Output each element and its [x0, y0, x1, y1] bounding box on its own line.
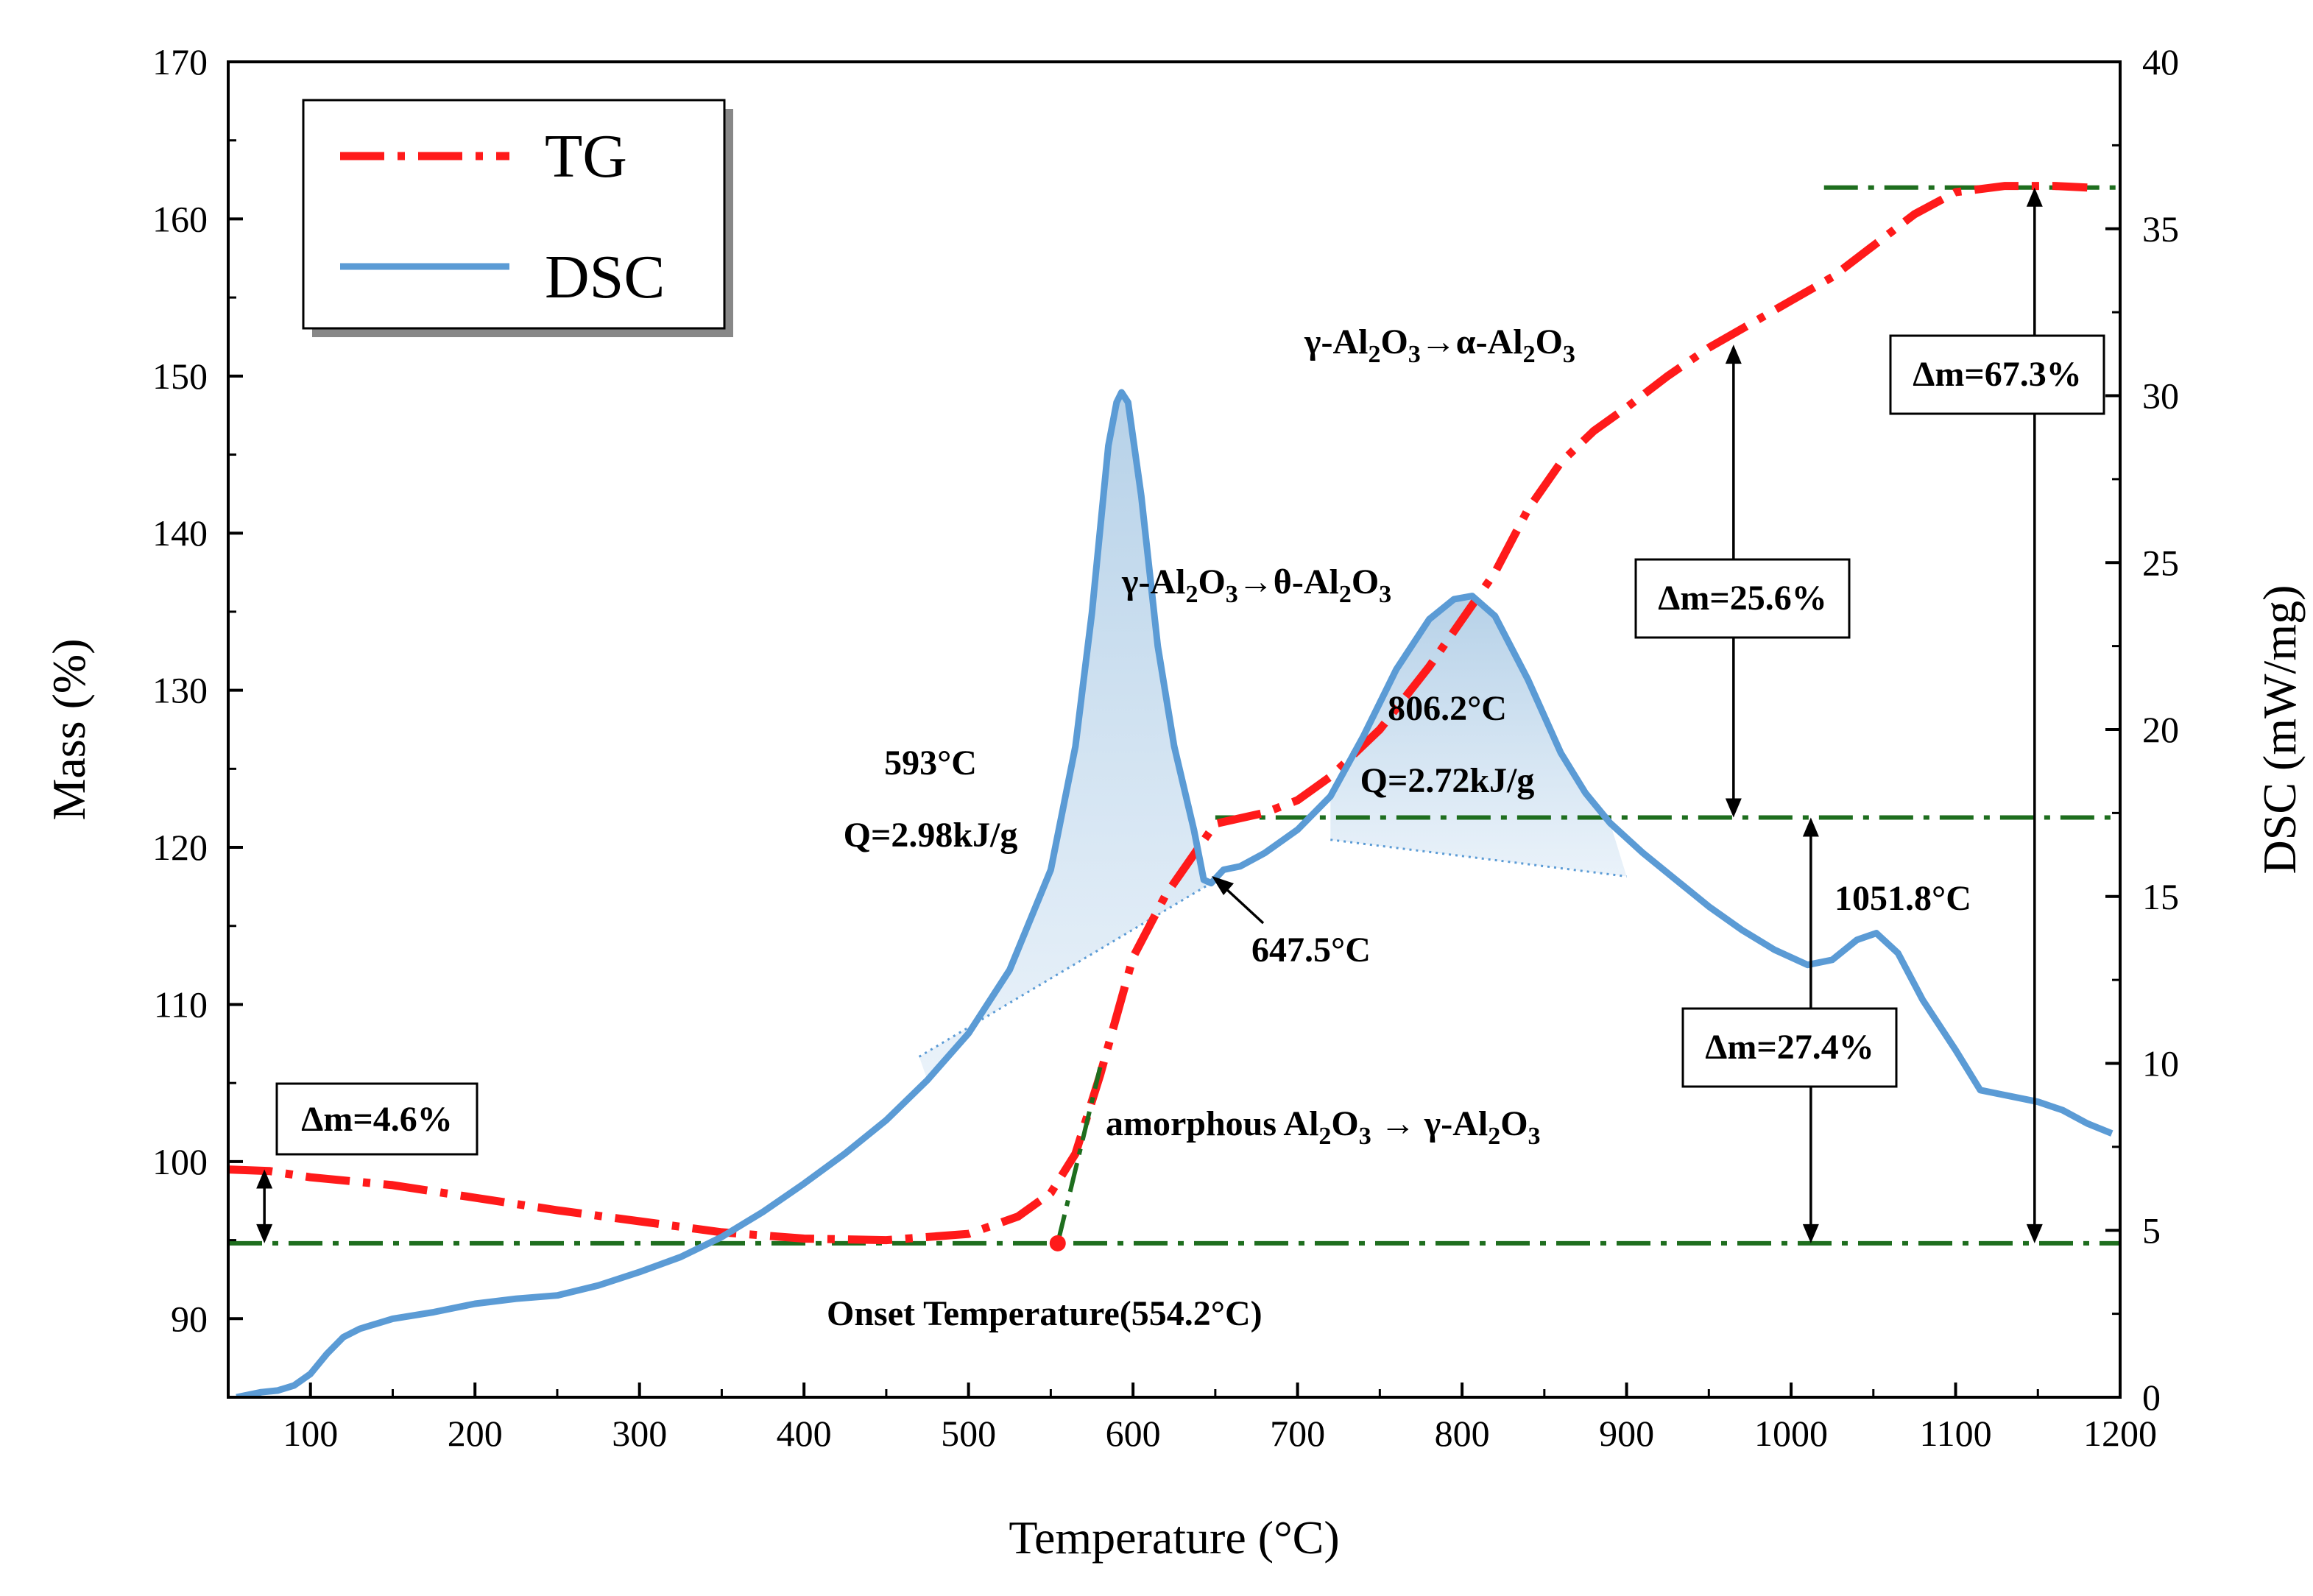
peak1-heat-label: Q=2.98kJ/g: [844, 816, 1018, 855]
y-right-tick-label: 10: [2142, 1043, 2179, 1084]
delta-arrow-head-up-2: [1802, 817, 1819, 837]
legend: TG DSC: [302, 99, 733, 337]
delta-arrow-head-up-0: [256, 1169, 273, 1189]
peak1-area: [919, 392, 1212, 1081]
svg-text:Δm=27.4%: Δm=27.4%: [1705, 1028, 1874, 1067]
delta-m-label-4-6: Δm=4.6%: [275, 1082, 479, 1156]
transition-gamma-theta: γ-Al2O3→θ-Al2O3: [1121, 562, 1391, 608]
legend-dsc-label: DSC: [545, 243, 665, 311]
shoulder-temp-label: 1051.8°C: [1834, 879, 1971, 918]
y-left-tick-label: 160: [152, 198, 208, 239]
delta-arrow-head-down-0: [256, 1224, 273, 1243]
transition-amorphous-gamma: amorphous Al2O3 → γ-Al2O3: [1106, 1104, 1541, 1150]
delta-m-label-25-6: Δm=25.6%: [1634, 558, 1851, 639]
y-left-tick-label: 110: [154, 984, 208, 1025]
y-axis-right-title: DSC (mW/mg): [2253, 585, 2306, 875]
x-tick-label: 500: [941, 1413, 996, 1454]
x-tick-label: 400: [777, 1413, 832, 1454]
delta-arrow-head-up-1: [1725, 345, 1742, 364]
x-tick-label: 700: [1270, 1413, 1325, 1454]
y-right-tick-label: 20: [2142, 709, 2179, 750]
y-right-tick-label: 25: [2142, 542, 2179, 583]
y-right-tick-label: 5: [2142, 1210, 2161, 1251]
valley-temp-label: 647.5°C: [1251, 931, 1371, 970]
peak2-area: [1330, 596, 1627, 877]
y-right-tick-label: 0: [2142, 1377, 2161, 1418]
svg-text:Δm=25.6%: Δm=25.6%: [1658, 579, 1826, 618]
x-tick-label: 1100: [1919, 1413, 1991, 1454]
dsc-series-line: [236, 389, 2114, 1397]
y-right-tick-label: 15: [2142, 876, 2179, 917]
annotations: 593°C Q=2.98kJ/g 806.2°C Q=2.72kJ/g 647.…: [827, 322, 1971, 1333]
tg-series-line: [228, 182, 2088, 1245]
y-right-tick-label: 40: [2142, 41, 2179, 82]
delta-arrow-head-down-1: [1725, 798, 1742, 818]
delta-arrow-head-down-2: [1802, 1224, 1819, 1243]
y-left-tick-label: 90: [171, 1298, 208, 1339]
x-tick-label: 800: [1435, 1413, 1490, 1454]
x-tick-label: 200: [448, 1413, 503, 1454]
svg-text:Δm=67.3%: Δm=67.3%: [1913, 355, 2081, 394]
onset-temp-label: Onset Temperature(554.2°C): [827, 1294, 1263, 1333]
y-right-tick-label: 30: [2142, 375, 2179, 417]
transition-gamma-alpha: γ-Al2O3→α-Al2O3: [1304, 322, 1575, 368]
delta-m-label-67-3: Δm=67.3%: [1889, 334, 2105, 415]
y-axis-left-title: Mass (%): [43, 638, 95, 820]
x-tick-label: 600: [1106, 1413, 1161, 1454]
legend-tg-label: TG: [545, 122, 627, 191]
x-tick-label: 900: [1599, 1413, 1654, 1454]
peak2-heat-label: Q=2.72kJ/g: [1360, 761, 1535, 800]
valley-pointer-shaft: [1223, 886, 1265, 925]
y-left-tick-label: 140: [152, 512, 208, 554]
y-left-tick-label: 170: [152, 41, 208, 82]
x-axis-title: Temperature (°C): [1009, 1511, 1339, 1564]
x-tick-label: 1000: [1754, 1413, 1828, 1454]
y-left-tick-label: 120: [152, 827, 208, 868]
delta-arrow-head-down-3: [2026, 1224, 2043, 1243]
peak1-temp-label: 593°C: [884, 744, 977, 783]
x-tick-label: 100: [283, 1413, 338, 1454]
y-right-tick-label: 35: [2142, 208, 2179, 250]
onset-point: [1049, 1235, 1066, 1251]
delta-arrow-head-up-3: [2026, 187, 2043, 207]
legend-box: [302, 99, 726, 330]
delta-m-label-27-4: Δm=27.4%: [1681, 1007, 1898, 1088]
svg-text:Δm=4.6%: Δm=4.6%: [301, 1100, 452, 1139]
x-tick-label: 1200: [2083, 1413, 2157, 1454]
y-left-tick-label: 150: [152, 356, 208, 397]
y-left-tick-label: 130: [152, 670, 208, 711]
y-left-tick-label: 100: [152, 1141, 208, 1182]
peak2-temp-label: 806.2°C: [1388, 689, 1507, 728]
valley-pointer-head: [1212, 876, 1234, 895]
x-tick-label: 300: [612, 1413, 667, 1454]
